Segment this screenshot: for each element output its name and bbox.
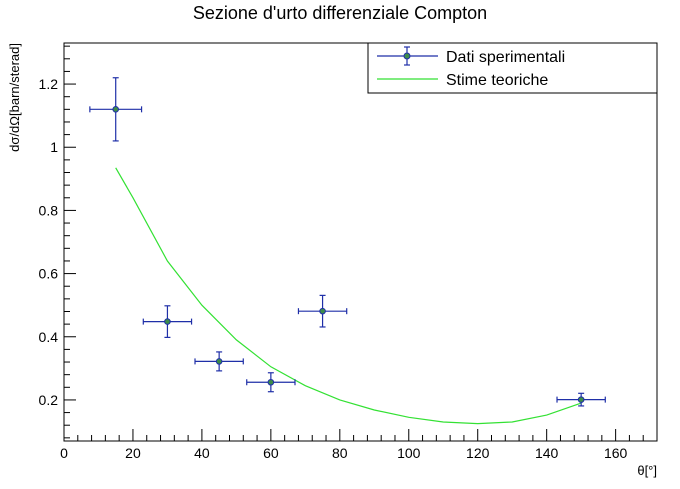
x-tick-label: 140: [535, 445, 559, 461]
x-tick-label: 160: [604, 445, 628, 461]
y-tick-label: 1: [50, 139, 58, 155]
data-marker: [215, 358, 223, 365]
y-axis-label: dσ/dΩ[barn/sterad]: [7, 43, 22, 152]
x-axis: 0 20 40 60 80 100 120 140 160: [60, 429, 658, 461]
x-tick-label: 120: [466, 445, 490, 461]
data-point: [89, 77, 143, 142]
legend: Dati sperimentali Stime teoriche: [367, 42, 658, 94]
x-tick-label: 0: [60, 445, 68, 461]
theory-curve: [115, 167, 582, 425]
y-axis: 0.2 0.4 0.6 0.8 1 1.2: [39, 45, 76, 439]
data-marker: [267, 378, 275, 386]
data-point: [556, 392, 606, 407]
legend-data-marker: [403, 52, 411, 60]
y-tick-label: 0.6: [39, 266, 59, 282]
data-marker: [319, 307, 326, 315]
data-point: [194, 351, 244, 372]
data-marker: [577, 396, 585, 403]
x-axis-label: θ[°]: [637, 463, 657, 478]
data-marker: [112, 106, 120, 113]
x-tick-label: 100: [397, 445, 421, 461]
chart-title: Sezione d'urto differenziale Compton: [192, 3, 488, 23]
plot-frame: [63, 42, 658, 442]
data-series: [89, 77, 606, 407]
x-tick-label: 20: [125, 445, 141, 461]
data-marker: [164, 318, 171, 325]
y-tick-label: 0.2: [39, 392, 59, 408]
x-tick-label: 80: [332, 445, 348, 461]
y-tick-label: 1.2: [39, 76, 59, 92]
x-tick-label: 60: [263, 445, 279, 461]
data-point: [142, 305, 193, 338]
legend-label: Dati sperimentali: [446, 49, 565, 66]
y-tick-label: 0.4: [39, 329, 59, 345]
y-tick-label: 0.8: [39, 202, 59, 218]
data-point: [246, 372, 296, 393]
legend-box: [367, 42, 658, 94]
data-point: [297, 294, 348, 328]
x-tick-label: 40: [194, 445, 210, 461]
legend-label: Stime teoriche: [446, 72, 548, 89]
